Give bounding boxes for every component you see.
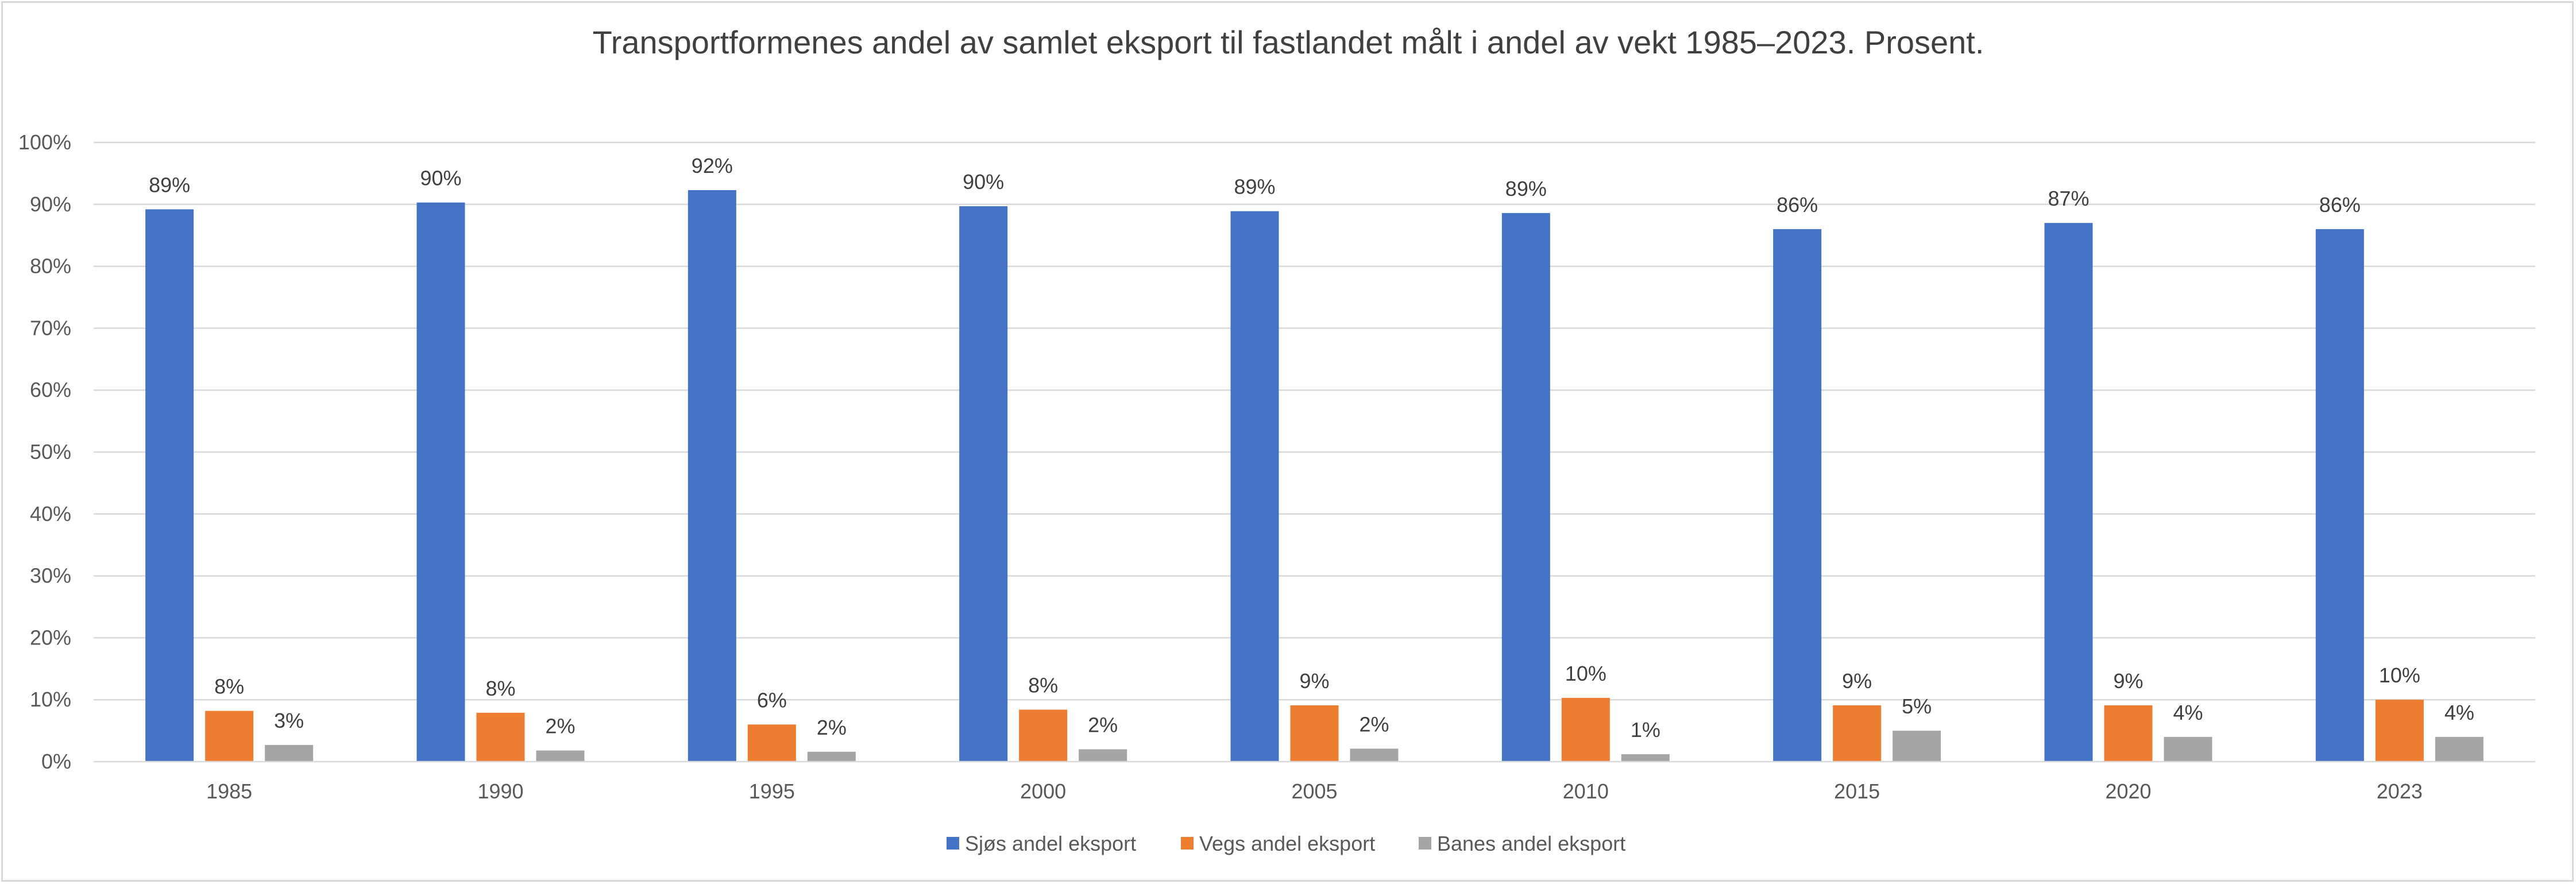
x-tick-label: 2020 <box>2105 779 2151 803</box>
data-label: 2% <box>545 715 575 738</box>
bar <box>1290 705 1339 762</box>
bar <box>1833 705 1882 762</box>
data-label: 87% <box>2048 187 2089 210</box>
bar <box>2375 700 2424 762</box>
bar <box>1561 697 1610 762</box>
bar <box>2164 736 2212 762</box>
y-tick-label: 70% <box>30 316 71 339</box>
data-label: 8% <box>214 675 244 698</box>
data-label: 86% <box>2319 193 2361 217</box>
data-label: 89% <box>1505 177 1547 200</box>
data-label: 9% <box>1299 669 1329 693</box>
data-label: 90% <box>420 167 461 190</box>
bar <box>145 209 194 762</box>
legend-label: Banes andel eksport <box>1437 832 1625 855</box>
legend: Sjøs andel eksport Vegs andel eksport Bane… <box>947 832 1625 855</box>
bar <box>2104 705 2153 762</box>
bar <box>2435 736 2484 762</box>
legend-swatch <box>1181 837 1194 850</box>
data-label: 2% <box>817 716 847 739</box>
data-label: 2% <box>1359 712 1389 736</box>
y-tick-label: 40% <box>30 502 71 526</box>
bar <box>747 724 796 762</box>
data-label: 9% <box>2113 669 2143 693</box>
y-tick-label: 90% <box>30 192 71 216</box>
gridlines <box>94 141 2535 701</box>
x-tick-label: 2010 <box>1563 779 1609 803</box>
bar <box>1621 754 1670 762</box>
data-label: 4% <box>2444 701 2474 724</box>
y-tick-label: 80% <box>30 254 71 278</box>
legend-swatch <box>1419 837 1431 850</box>
data-label: 6% <box>757 688 787 712</box>
bar <box>2315 229 2364 762</box>
bar <box>476 712 525 762</box>
bar <box>1079 749 1127 762</box>
data-label: 10% <box>2379 663 2420 687</box>
data-label: 9% <box>1842 669 1872 693</box>
data-label: 10% <box>1565 662 1606 685</box>
bar <box>265 744 314 762</box>
bar <box>416 202 465 762</box>
y-tick-label: 50% <box>30 440 71 464</box>
x-tick-label: 2023 <box>2377 779 2423 803</box>
bar <box>1773 229 1822 762</box>
x-tick-label: 1990 <box>477 779 523 803</box>
data-labels: 89% 8% 3% 90% 8% 2% 92% 6% 2% 90% 8% 2% 89% 9% 2% 89% 10… <box>149 154 2474 742</box>
bar <box>1501 213 1550 762</box>
data-label: 90% <box>963 170 1004 194</box>
bar <box>1893 731 1941 762</box>
x-tick-label: 1995 <box>749 779 795 803</box>
x-tick-label: 2015 <box>1834 779 1880 803</box>
data-label: 5% <box>1902 694 1932 718</box>
y-tick-label: 20% <box>30 626 71 649</box>
legend-label: Vegs andel eksport <box>1199 832 1375 855</box>
bar <box>688 190 736 762</box>
data-label: 8% <box>1028 673 1058 697</box>
x-tick-label: 1985 <box>206 779 252 803</box>
y-axis-tick-labels: 0% 10% 20% 30% 40% 50% 60% 70% 80% 90% 100% <box>18 130 71 773</box>
data-label: 89% <box>1234 175 1275 199</box>
y-tick-label: 10% <box>30 688 71 711</box>
bar <box>2044 223 2093 762</box>
y-tick-label: 30% <box>30 564 71 588</box>
chart-title: Transportformenes andel av samlet ekspor… <box>593 24 1984 60</box>
x-tick-label: 2000 <box>1020 779 1066 803</box>
y-tick-label: 60% <box>30 378 71 402</box>
bars <box>145 190 2484 762</box>
data-label: 92% <box>692 154 733 177</box>
bar <box>1230 211 1279 762</box>
data-label: 3% <box>274 709 304 732</box>
legend-swatch <box>947 837 959 850</box>
bar <box>536 750 585 762</box>
bar <box>807 751 856 762</box>
legend-label: Sjøs andel eksport <box>965 832 1136 855</box>
data-label: 2% <box>1088 713 1118 736</box>
data-label: 89% <box>149 173 190 196</box>
x-tick-label: 2005 <box>1291 779 1337 803</box>
bar <box>1350 748 1399 762</box>
bar <box>959 206 1008 762</box>
x-axis-tick-labels: 1985 1990 1995 2000 2005 2010 2015 2020 2023 <box>206 779 2423 803</box>
bar <box>1019 709 1068 762</box>
data-label: 86% <box>1776 193 1818 217</box>
data-label: 8% <box>485 677 515 700</box>
bar <box>205 711 254 762</box>
y-tick-label: 0% <box>41 750 71 773</box>
data-label: 1% <box>1631 718 1660 742</box>
data-label: 4% <box>2173 701 2203 724</box>
y-tick-label: 100% <box>18 130 71 154</box>
